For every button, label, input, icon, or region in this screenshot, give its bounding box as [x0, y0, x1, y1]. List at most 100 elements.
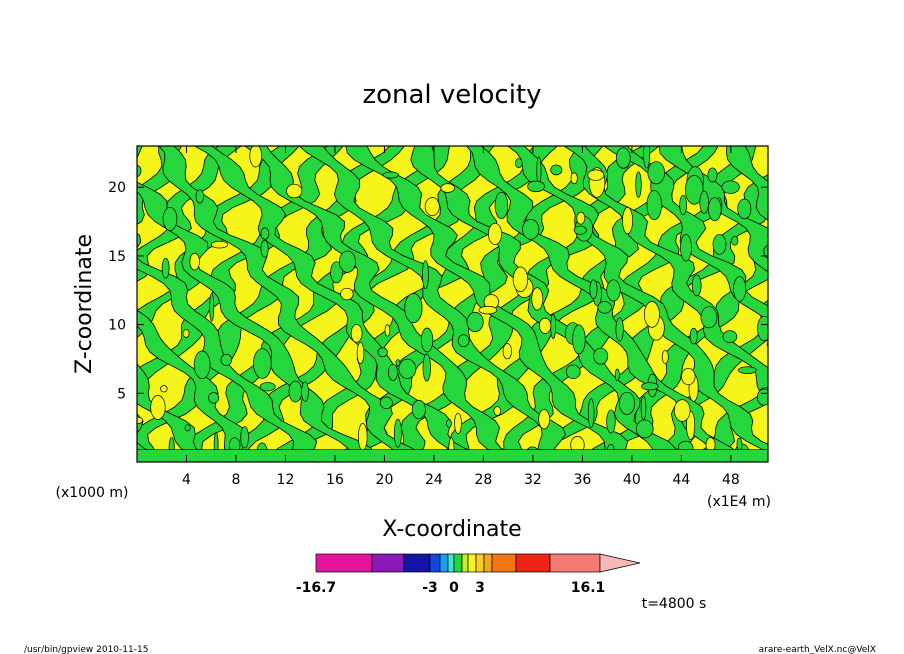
colorbar-arrow: [599, 553, 641, 573]
contour-blob: [356, 342, 365, 365]
contour-blob: [699, 190, 709, 214]
x-axis: 4 8 12 16 20 24 28 32 36 40 44 48: [182, 146, 740, 488]
contour-blob: [712, 234, 727, 255]
contour-blob: [640, 395, 647, 420]
contour-blob: [393, 418, 402, 448]
plot-area: [0, 145, 904, 463]
x-tick-label: 24: [425, 472, 443, 488]
contour-blob: [643, 301, 660, 328]
contour-blob: [614, 368, 620, 382]
contour-blob: [515, 158, 523, 169]
contour-blob: [208, 392, 220, 404]
contour-blob: [550, 313, 557, 340]
y-tick-label: 10: [108, 318, 126, 334]
contour-blob: [647, 161, 665, 185]
contour-blob: [587, 398, 595, 428]
contour-blob: [384, 324, 391, 337]
contour-blob: [253, 348, 272, 379]
contour-blob: [643, 146, 651, 169]
contour-blob: [615, 147, 631, 169]
x-tick-label: 20: [376, 472, 394, 488]
contour-blob: [259, 382, 276, 392]
contour-blob: [478, 305, 498, 315]
contour-blob: [570, 172, 578, 185]
contour-blob: [162, 206, 178, 231]
y-tick-label: 20: [108, 180, 126, 196]
x-tick-label: 32: [524, 472, 542, 488]
contour-band: [563, 146, 768, 400]
contour-blob: [635, 171, 642, 198]
colorbar-max-label: 16.1: [571, 580, 606, 596]
contour-blob: [189, 252, 200, 271]
contour-band: [137, 146, 143, 159]
contour-blob: [531, 287, 544, 311]
contour-blob: [736, 437, 743, 451]
contour-band: [298, 146, 568, 462]
contour-blob: [757, 315, 768, 342]
contour-blob: [681, 367, 696, 386]
contour-blob: [538, 317, 552, 334]
contour-blob: [680, 233, 692, 262]
contour-blob: [195, 189, 205, 204]
contour-blob: [240, 426, 249, 449]
x-axis-label: X-coordinate: [382, 517, 521, 542]
contour-blob: [661, 350, 669, 364]
contour-blob: [673, 399, 691, 422]
contour-band: [193, 146, 489, 462]
x-unit-label: (x1E4 m): [707, 494, 771, 510]
contour-band: [811, 146, 904, 462]
contour-blob: [350, 324, 363, 343]
contour-blob: [502, 343, 512, 360]
y-axis: 5 10 15 20: [108, 180, 768, 402]
colorbar: [315, 553, 641, 573]
contour-blob: [220, 353, 233, 366]
contour-blob: [411, 399, 426, 420]
contour-blob: [377, 347, 388, 358]
y-unit-label: (x1000 m): [56, 485, 129, 501]
colorbar-segment: [453, 553, 463, 573]
contour-band: [158, 146, 423, 462]
contour-blob: [193, 350, 211, 379]
contour-blob: [573, 225, 587, 235]
contour-blob: [684, 175, 704, 205]
contour-band: [0, 146, 118, 462]
colorbar-segment: [461, 553, 469, 573]
colorbar-segment: [315, 553, 373, 573]
colorbar-segment: [403, 553, 431, 573]
footer-right: arare-earth_VelX.nc@VelX: [759, 645, 876, 654]
contour-blob: [210, 240, 229, 249]
y-axis-label: Z-coordinate: [72, 234, 97, 374]
contour-blob: [576, 211, 586, 225]
contour-band: [684, 369, 768, 462]
contour-blob: [722, 330, 738, 343]
contour-blob: [160, 385, 168, 393]
contour-band: [640, 299, 768, 462]
colorbar-segment: [515, 553, 551, 573]
x-tick-label: 48: [722, 472, 740, 488]
colorbar-segment: [483, 553, 493, 573]
contour-band: [0, 146, 66, 462]
contour-blob: [597, 301, 612, 314]
colorbar-min-label: -16.7: [296, 580, 336, 596]
contour-blob: [737, 198, 752, 220]
contour-blob: [466, 311, 484, 333]
contour-band: [772, 146, 904, 462]
contour-blob: [615, 317, 624, 342]
contour-blob: [707, 167, 718, 183]
contour-blob: [689, 327, 698, 345]
x-tick-label: 4: [182, 472, 191, 488]
contour-blob: [550, 164, 563, 176]
contour-blob: [161, 257, 170, 279]
colorbar-segment: [429, 553, 441, 573]
contour-blob: [260, 239, 269, 258]
contour-blob: [572, 324, 586, 355]
contour-blob: [686, 410, 696, 440]
contour-blob: [249, 146, 263, 168]
y-tick-label: 15: [108, 249, 126, 265]
contour-blob: [358, 423, 368, 451]
contour-blob: [512, 266, 529, 293]
contour-band: [137, 309, 255, 462]
contour-blob: [395, 359, 401, 367]
contour-blob: [422, 260, 429, 290]
contour-blob: [137, 416, 143, 424]
